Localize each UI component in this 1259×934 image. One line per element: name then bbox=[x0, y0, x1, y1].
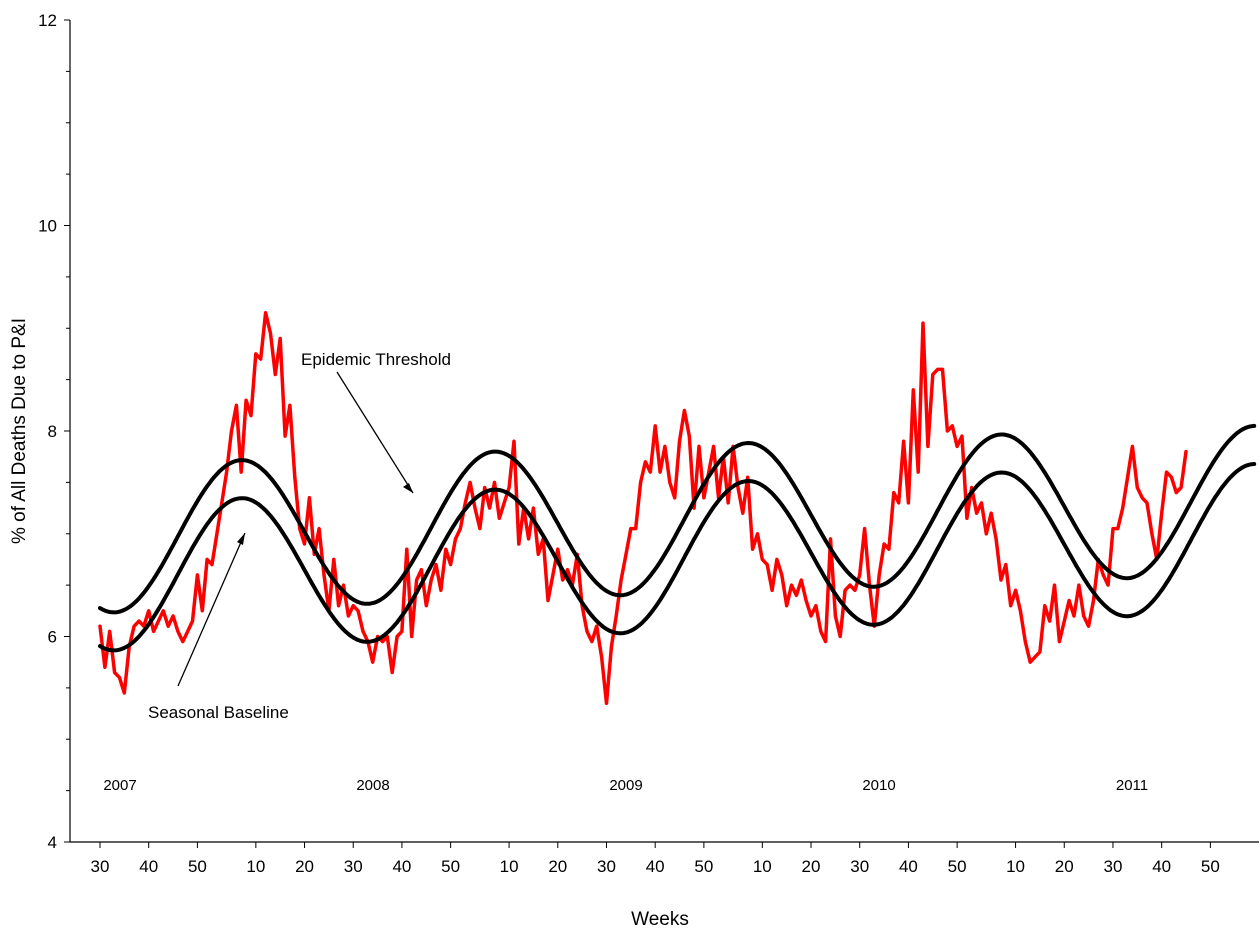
x-tick-label: 40 bbox=[899, 857, 918, 876]
x-tick-label: 40 bbox=[139, 857, 158, 876]
seasonal-baseline-arrow bbox=[177, 532, 246, 687]
seasonal-baseline-label: Seasonal Baseline bbox=[148, 703, 289, 722]
x-tick-label: 50 bbox=[188, 857, 207, 876]
year-label: 2011 bbox=[1116, 777, 1148, 794]
x-tick-label: 10 bbox=[500, 857, 519, 876]
x-tick-label: 30 bbox=[1103, 857, 1122, 876]
x-axis-title: Weeks bbox=[631, 909, 689, 930]
x-tick-label: 50 bbox=[1201, 857, 1220, 876]
x-ticks: 30 40 50 10 20 30 40 50 10 20 30 40 50 10 20 30 40 50 10 20… bbox=[91, 842, 1220, 876]
y-ticks: 4 6 8 10 12 bbox=[38, 11, 70, 852]
x-tick-label: 30 bbox=[91, 857, 110, 876]
y-axis-title: % of All Deaths Due to P&I bbox=[9, 318, 30, 544]
seasonal-baseline-arrowhead bbox=[237, 533, 245, 545]
x-tick-label: 10 bbox=[753, 857, 772, 876]
y-tick-label: 12 bbox=[38, 11, 57, 30]
x-tick-label: 20 bbox=[548, 857, 567, 876]
x-tick-label: 10 bbox=[1006, 857, 1025, 876]
x-tick-label: 50 bbox=[948, 857, 967, 876]
seasonal_baseline-line bbox=[98, 462, 1257, 653]
x-tick-label: 50 bbox=[441, 857, 460, 876]
y-tick-label: 6 bbox=[48, 628, 57, 647]
x-tick-label: 40 bbox=[1152, 857, 1171, 876]
x-tick-label: 40 bbox=[646, 857, 665, 876]
x-tick-label: 20 bbox=[1055, 857, 1074, 876]
epidemic-threshold-label: Epidemic Threshold bbox=[301, 350, 451, 369]
year-label: 2008 bbox=[356, 777, 389, 794]
x-tick-label: 50 bbox=[694, 857, 713, 876]
year-labels: 2007 2008 2009 2010 2011 bbox=[103, 777, 1148, 794]
year-label: 2010 bbox=[862, 777, 895, 794]
x-tick-label: 10 bbox=[246, 857, 265, 876]
pi_mortality-line bbox=[98, 311, 1188, 706]
x-tick-label: 20 bbox=[295, 857, 314, 876]
x-tick-label: 30 bbox=[850, 857, 869, 876]
annotations: Epidemic Threshold Seasonal Baseline bbox=[148, 350, 451, 722]
epidemic-threshold-arrow bbox=[336, 371, 414, 494]
year-label: 2009 bbox=[609, 777, 642, 794]
y-tick-label: 4 bbox=[48, 833, 57, 852]
series-layer bbox=[98, 311, 1257, 706]
y-tick-label: 8 bbox=[48, 422, 57, 441]
y-tick-label: 10 bbox=[38, 217, 57, 236]
epidemic-threshold-arrowhead bbox=[403, 483, 413, 493]
year-label: 2007 bbox=[103, 777, 136, 794]
epidemic_threshold-line bbox=[98, 423, 1257, 615]
x-tick-label: 30 bbox=[597, 857, 616, 876]
x-tick-label: 20 bbox=[802, 857, 821, 876]
x-tick-label: 40 bbox=[392, 857, 411, 876]
x-tick-label: 30 bbox=[344, 857, 363, 876]
